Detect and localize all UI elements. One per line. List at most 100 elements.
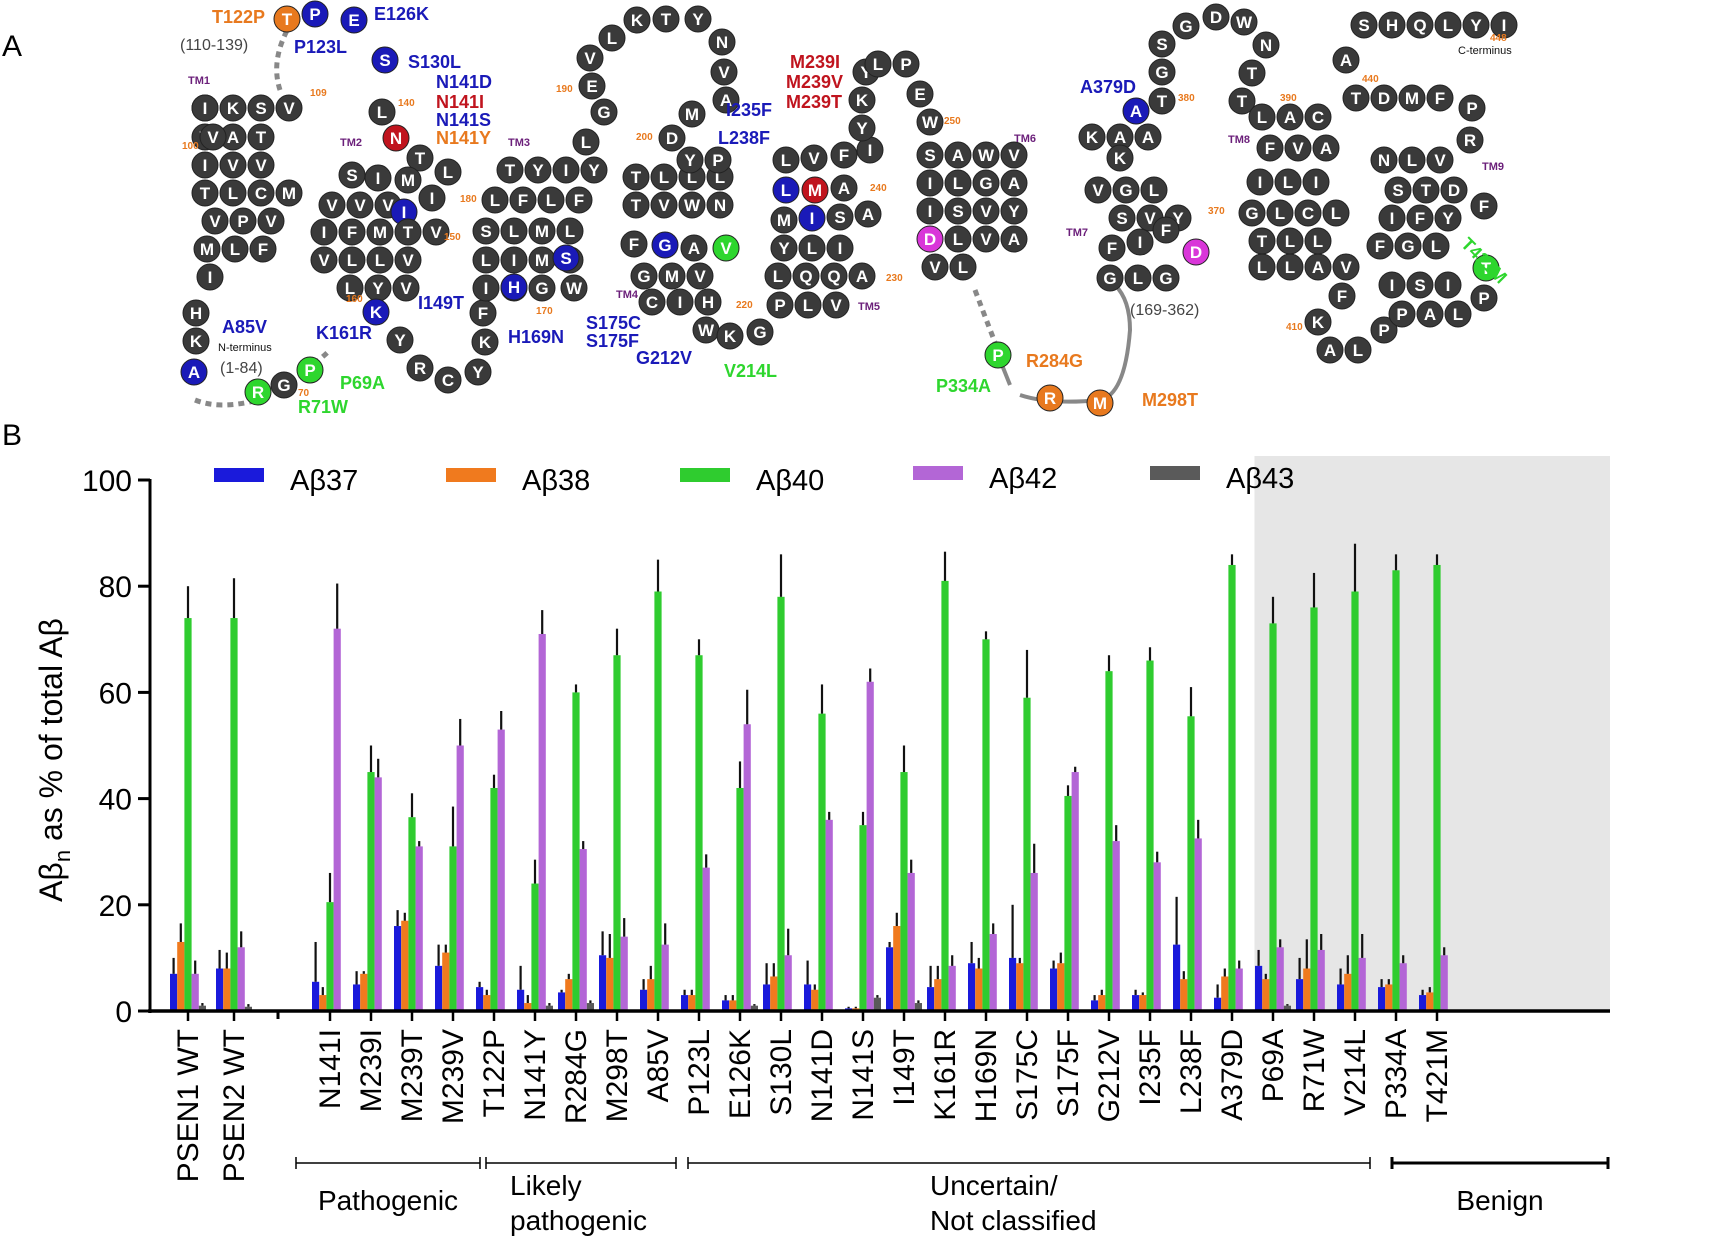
svg-text:S: S <box>560 249 571 268</box>
legend-label: Aβ37 <box>290 465 358 497</box>
svg-text:C: C <box>442 371 454 390</box>
residue-R: R <box>244 378 272 406</box>
residue-A: A <box>1316 336 1344 364</box>
svg-text:I: I <box>430 189 435 208</box>
svg-text:P: P <box>1396 305 1407 324</box>
residue-G: G <box>1394 232 1422 260</box>
residue-L: L <box>221 235 249 263</box>
residue-G: G <box>1112 176 1140 204</box>
bar-group-a379d <box>1214 554 1243 1011</box>
bar-ab43-1 <box>244 1006 252 1011</box>
topology-label: N-terminus <box>218 342 272 354</box>
svg-text:L: L <box>781 181 791 200</box>
bar-ab42-5 <box>456 745 464 1011</box>
svg-text:A: A <box>227 128 239 147</box>
svg-text:M: M <box>1405 89 1419 108</box>
bar-ab38-1 <box>223 968 231 1011</box>
bar-group-i235f <box>1132 647 1161 1011</box>
svg-text:D: D <box>1190 243 1202 262</box>
svg-text:A: A <box>1284 108 1296 127</box>
residue-L: L <box>1304 227 1332 255</box>
residue-Q: Q <box>1406 11 1434 39</box>
residue-V: V <box>247 151 275 179</box>
residue-P: P <box>704 146 732 174</box>
bar-ab42-13 <box>784 955 792 1011</box>
bar-ab42-20 <box>1071 772 1079 1011</box>
svg-text:L: L <box>807 239 817 258</box>
bar-ab38-10 <box>647 979 655 1011</box>
svg-text:V: V <box>1292 139 1304 158</box>
svg-text:Y: Y <box>394 331 406 350</box>
residue-M: M <box>801 176 829 204</box>
svg-text:C: C <box>646 293 658 312</box>
residue-A: A <box>854 200 882 228</box>
svg-text:Y: Y <box>532 161 544 180</box>
group-label: Not classified <box>930 1205 1097 1236</box>
bar-ab40-19 <box>1023 697 1031 1011</box>
svg-text:T: T <box>1257 232 1268 251</box>
bar-ab37-5 <box>435 965 443 1011</box>
residue-K: K <box>219 94 247 122</box>
residue-K: K <box>182 327 210 355</box>
residue-I: I <box>418 184 446 212</box>
residue-V: V <box>921 253 949 281</box>
svg-text:Y: Y <box>684 151 696 170</box>
bar-ab43-25 <box>1283 1005 1291 1011</box>
bar-group-l238f <box>1173 687 1202 1011</box>
bar-ab37-10 <box>640 989 648 1011</box>
svg-text:I: I <box>208 268 213 287</box>
residue-H: H <box>1378 11 1406 39</box>
svg-text:W: W <box>922 113 939 132</box>
bar-ab42-12 <box>743 724 751 1011</box>
topology-label: S130L <box>408 52 461 72</box>
residue-Y: Y <box>1000 197 1028 225</box>
bar-group-a85v <box>640 559 669 1011</box>
bar-ab38-24 <box>1221 976 1229 1011</box>
residue-G: G <box>270 371 298 399</box>
svg-text:A: A <box>1114 128 1126 147</box>
x-tick-label: G212V <box>1093 1029 1126 1122</box>
residue-I: I <box>1490 11 1518 39</box>
svg-text:L: L <box>375 251 385 270</box>
residue-T: T <box>652 5 680 33</box>
residue-G: G <box>1148 58 1176 86</box>
residue-A: A <box>680 234 708 262</box>
topology-label: 180 <box>460 194 477 205</box>
group-label: Likely <box>510 1170 582 1201</box>
svg-text:L: L <box>490 191 500 210</box>
svg-text:S: S <box>952 202 963 221</box>
loop-connector <box>972 289 1003 356</box>
svg-text:L: L <box>481 251 491 270</box>
residue-V: V <box>972 225 1000 253</box>
residue-S: S <box>1350 11 1378 39</box>
svg-text:V: V <box>1340 258 1352 277</box>
bar-ab40-6 <box>490 787 498 1011</box>
legend-item-ab37: Aβ37 <box>214 465 358 497</box>
residue-I: I <box>191 151 219 179</box>
residue-L: L <box>1266 199 1294 227</box>
svg-text:D: D <box>924 230 936 249</box>
residue-V: V <box>346 191 374 219</box>
residue-Q: Q <box>792 262 820 290</box>
bar-ab40-4 <box>408 817 416 1011</box>
x-tick-label: PSEN1 WT <box>172 1029 205 1182</box>
svg-text:S: S <box>480 222 491 241</box>
topology-label: P123L <box>294 37 347 57</box>
residue-F: F <box>1426 84 1454 112</box>
svg-text:N: N <box>1378 151 1390 170</box>
bar-group-t421m <box>1419 554 1448 1011</box>
legend-label: Aβ38 <box>522 465 590 497</box>
svg-text:I: I <box>564 161 569 180</box>
residue-I: I <box>364 164 392 192</box>
bar-ab38-21 <box>1098 995 1106 1011</box>
y-tick-label: 80 <box>99 571 132 604</box>
svg-text:L: L <box>377 103 387 122</box>
bar-ab42-27 <box>1358 957 1366 1011</box>
residue-L: L <box>537 186 565 214</box>
svg-text:V: V <box>402 251 414 270</box>
topology-label: 448 <box>1490 33 1507 44</box>
residue-V: V <box>275 94 303 122</box>
svg-text:N: N <box>390 129 402 148</box>
bar-ab40-12 <box>736 787 744 1011</box>
topology-label: T122P <box>212 7 265 27</box>
